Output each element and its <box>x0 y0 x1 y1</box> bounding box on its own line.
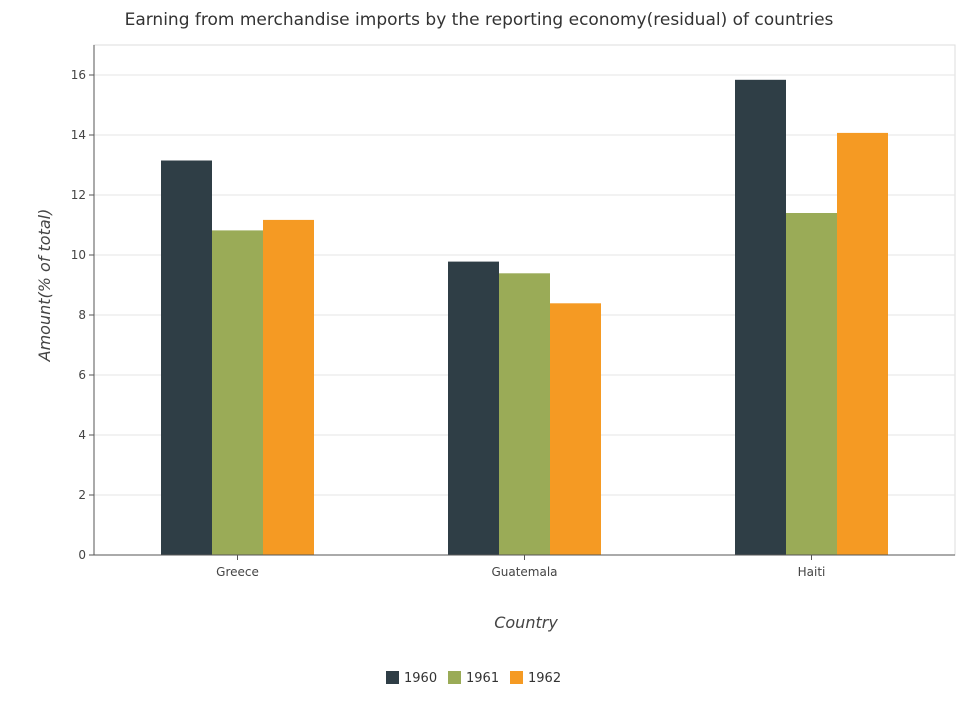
bar-haiti-1962 <box>837 132 888 555</box>
y-tick-label: 0 <box>78 548 86 562</box>
y-tick-label: 4 <box>78 428 86 442</box>
legend-label-1960: 1960 <box>404 671 437 686</box>
x-tick-label: Haiti <box>798 565 826 579</box>
bar-haiti-1961 <box>786 213 837 555</box>
bar-greece-1962 <box>263 219 314 555</box>
axes-layer: 0 2 4 6 8 10 12 14 16 Greece Guatemala Haiti <box>71 45 955 579</box>
y-tick-label: 16 <box>71 68 86 82</box>
y-tick-label: 6 <box>78 368 86 382</box>
y-tick-label: 2 <box>78 488 86 502</box>
legend-label-1962: 1962 <box>528 671 561 686</box>
legend-swatch-1961 <box>448 671 461 684</box>
bar-guatemala-1962 <box>550 303 601 555</box>
x-axis-label: Country <box>494 613 558 632</box>
y-tick-label: 14 <box>71 128 86 142</box>
legend-swatch-1962 <box>510 671 523 684</box>
bar-guatemala-1961 <box>499 273 550 555</box>
bar-haiti-1960 <box>735 79 786 556</box>
legend-swatch-1960 <box>386 671 399 684</box>
legend-label-1961: 1961 <box>466 671 499 686</box>
x-tick-label: Guatemala <box>491 565 557 579</box>
y-tick-label: 12 <box>71 188 86 202</box>
chart-title: Earning from merchandise imports by the … <box>125 10 834 30</box>
bar-greece-1960 <box>161 160 212 555</box>
y-tick-label: 10 <box>71 248 86 262</box>
bars-layer <box>161 79 888 556</box>
y-axis-label: Amount(% of total) <box>35 209 54 363</box>
y-tick-label: 8 <box>78 308 86 322</box>
legend: 1960 1961 1962 <box>386 671 561 686</box>
x-tick-label: Greece <box>216 565 259 579</box>
bar-greece-1961 <box>212 230 263 555</box>
bar-guatemala-1960 <box>448 261 499 555</box>
